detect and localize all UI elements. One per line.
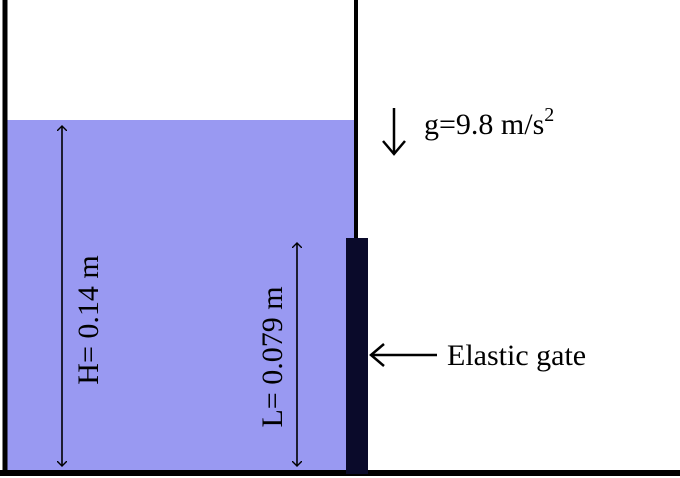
gravity-label: g=9.8 m/s2	[424, 104, 554, 141]
water-column	[5, 120, 356, 474]
elastic-gate	[346, 238, 368, 474]
gravity-label-text: g=9.8 m/s	[424, 108, 544, 141]
gravity-exponent: 2	[544, 104, 554, 126]
gate-pointer-arrow-head	[369, 343, 385, 367]
gate-label: Elastic gate	[447, 339, 586, 372]
water-height-label: H= 0.14 m	[72, 255, 105, 384]
gravity-arrow-head	[382, 140, 406, 156]
gate-length-label: L= 0.079 m	[256, 286, 289, 427]
